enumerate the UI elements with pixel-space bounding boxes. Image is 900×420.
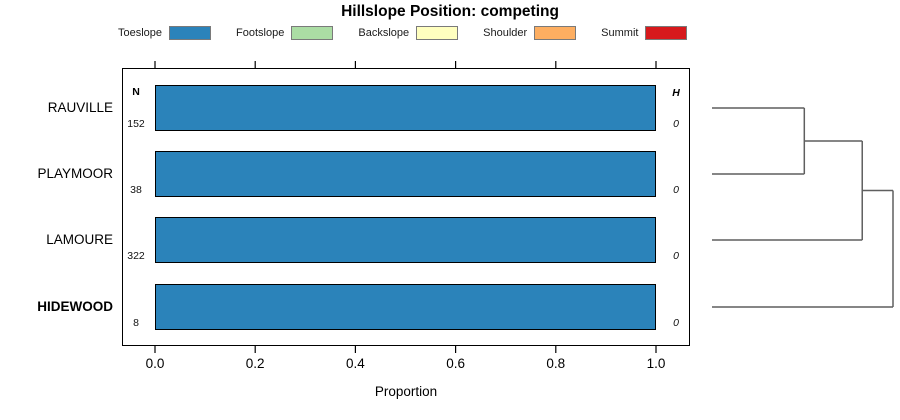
legend-swatch	[291, 25, 334, 40]
row-label: LAMOURE	[46, 232, 113, 247]
chart-title: Hillslope Position: competing	[341, 3, 559, 20]
legend-item: Toeslope	[118, 25, 212, 40]
row-label: HIDEWOOD	[37, 299, 113, 314]
x-tick-label: 1.0	[646, 356, 666, 371]
legend-label: Summit	[601, 26, 639, 39]
bar-segment-toeslope	[155, 284, 656, 330]
bar-segment-toeslope	[155, 85, 656, 131]
bar-segment-toeslope	[155, 151, 656, 197]
legend-swatch	[534, 25, 577, 40]
legend-item: Summit	[601, 25, 688, 40]
legend-item: Backslope	[358, 25, 459, 40]
legend-swatch	[169, 25, 212, 40]
row-label: PLAYMOOR	[37, 166, 113, 181]
legend: Toeslope Footslope Backslope Shoulder Summit	[118, 24, 688, 41]
n-value: 322	[127, 250, 145, 262]
bar-segment-toeslope	[155, 217, 656, 263]
h-value: 0	[673, 250, 679, 262]
h-value: 0	[673, 184, 679, 196]
legend-label: Toeslope	[118, 26, 163, 39]
legend-label: Footslope	[236, 26, 285, 39]
x-axis-label: Proportion	[374, 384, 438, 399]
n-column-header: N	[132, 86, 140, 98]
n-value: 38	[130, 184, 142, 196]
h-value: 0	[673, 118, 679, 130]
x-tick-label: 0.0	[145, 356, 165, 371]
x-tick-label: 0.6	[446, 356, 465, 371]
n-value: 8	[133, 317, 139, 329]
legend-swatch	[645, 25, 688, 40]
x-tick-label: 0.8	[546, 356, 566, 371]
legend-label: Shoulder	[483, 26, 528, 39]
legend-label: Backslope	[358, 26, 410, 39]
legend-item: Footslope	[236, 25, 334, 40]
x-tick-label: 0.2	[245, 356, 265, 371]
legend-swatch	[416, 25, 459, 40]
n-value: 152	[127, 118, 145, 130]
h-column-header: H	[672, 87, 680, 99]
h-value: 0	[673, 317, 679, 329]
legend-item: Shoulder	[483, 25, 577, 40]
row-label: RAUVILLE	[47, 100, 113, 115]
x-tick-label: 0.4	[346, 356, 365, 371]
